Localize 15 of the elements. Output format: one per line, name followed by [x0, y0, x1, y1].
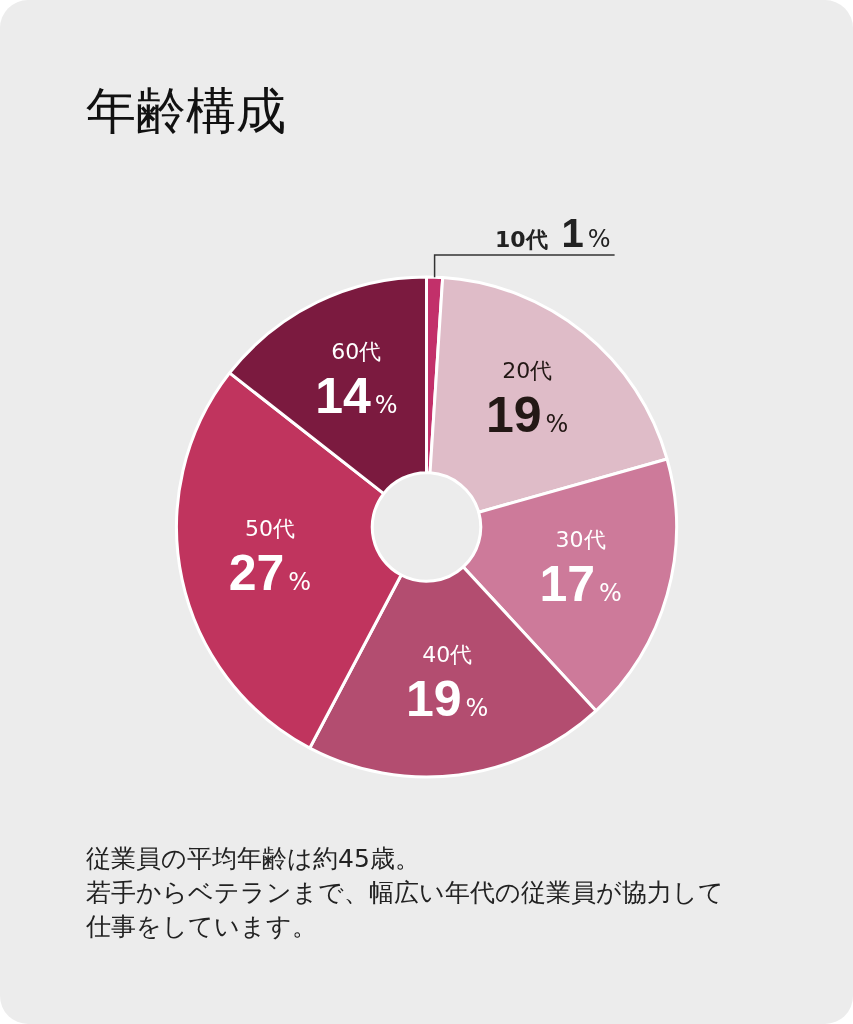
data-label: 19% — [405, 670, 489, 727]
data-label: 14% — [315, 368, 398, 425]
slice-label: 10代 — [494, 227, 548, 252]
text: 従業員の平均年齢は約45歳。 — [86, 843, 421, 875]
data-label: 19% — [486, 387, 569, 444]
text: 若手からベテランまで、幅広い年代の従業員が協力して仕事をしています。 — [86, 877, 725, 943]
slice-label: 40代 — [422, 641, 473, 667]
slice-label: 50代 — [244, 516, 295, 542]
data-label: 1% — [561, 211, 611, 255]
slice-label: 20代 — [502, 358, 553, 384]
chart-title: 年齢構成 — [86, 81, 286, 142]
slice-label: 60代 — [331, 339, 382, 365]
data-label: 17% — [539, 555, 622, 612]
data-label: 27% — [228, 545, 312, 602]
slice-label: 30代 — [555, 526, 606, 552]
